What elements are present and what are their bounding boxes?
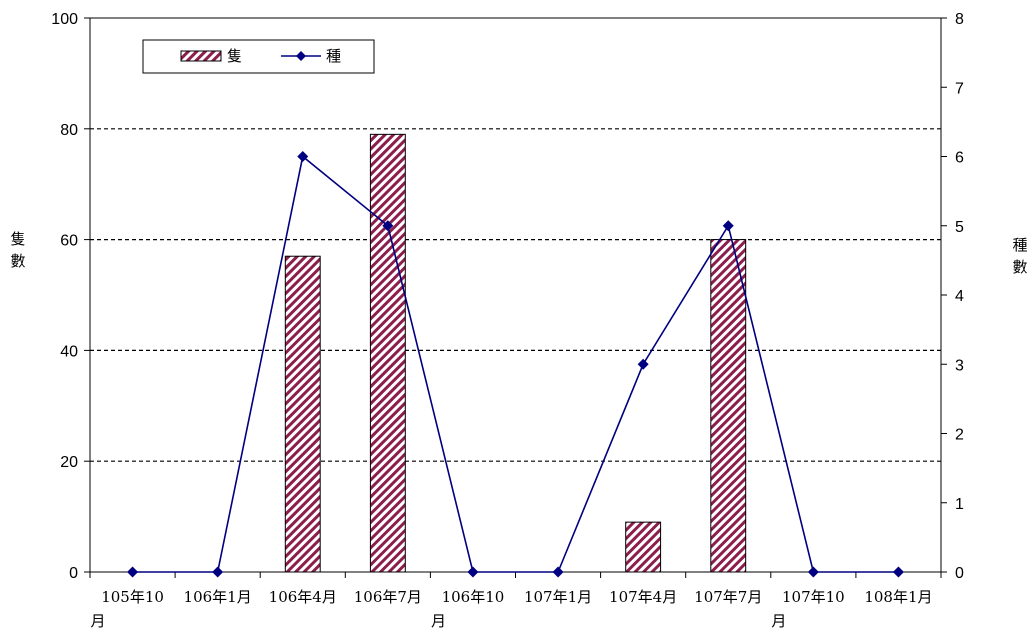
y-tick-label: 20 xyxy=(60,454,78,471)
line-series xyxy=(127,151,904,578)
bar-series xyxy=(284,133,747,573)
y-tick-label: 60 xyxy=(60,233,78,250)
line-point xyxy=(552,566,564,578)
x-tick-label: 106年1月 xyxy=(184,588,252,606)
legend-bar-label: 隻 xyxy=(227,47,242,65)
legend-line-label: 種 xyxy=(326,47,341,65)
y-tick-label: 100 xyxy=(51,11,78,28)
x-tick-label: 106年4月 xyxy=(269,588,337,606)
x-tick-label: 月 xyxy=(91,612,106,630)
line-point xyxy=(467,566,479,578)
line-point xyxy=(382,220,394,232)
x-tick-label: 105年10 xyxy=(101,588,164,606)
line-point xyxy=(637,358,649,370)
y-tick-label: 40 xyxy=(60,343,78,360)
y2-tick-label: 2 xyxy=(955,427,964,444)
line-point xyxy=(722,220,734,232)
y2-tick-label: 4 xyxy=(955,288,964,305)
y2-tick-label: 3 xyxy=(955,357,964,374)
y2-tick-label: 0 xyxy=(955,565,964,582)
x-tick-label: 107年7月 xyxy=(694,588,762,606)
line-point xyxy=(297,151,309,162)
x-tick-label: 107年1月 xyxy=(524,588,592,606)
line-series-path xyxy=(132,155,899,573)
x-tick-label: 106年7月 xyxy=(354,588,422,606)
y2-tick-label: 6 xyxy=(955,150,964,167)
x-tick-label: 107年10 xyxy=(782,588,845,606)
y-tick-label: 0 xyxy=(69,565,78,582)
plot-frame xyxy=(89,17,942,573)
legend-line-marker xyxy=(296,51,306,61)
x-tick-label: 106年10 xyxy=(442,588,505,606)
legend: 隻種 xyxy=(142,39,375,74)
gridlines xyxy=(90,128,941,462)
y-tick-label: 80 xyxy=(60,122,78,139)
y2-tick-label: 5 xyxy=(955,219,964,236)
x-tick-label: 108年1月 xyxy=(864,588,932,606)
x-tick-label: 月 xyxy=(431,612,446,630)
bar xyxy=(710,239,747,573)
y2-tick-label: 7 xyxy=(955,80,964,97)
legend-bar-swatch xyxy=(180,50,222,62)
x-tick-label: 107年4月 xyxy=(609,588,677,606)
line-point xyxy=(892,566,904,578)
bar xyxy=(625,521,662,573)
y2-tick-label: 1 xyxy=(955,496,964,513)
bar xyxy=(284,255,321,573)
y2-axis-title: 種數 xyxy=(1012,236,1027,276)
line-point xyxy=(807,566,819,578)
line-point xyxy=(127,566,139,578)
line-point xyxy=(212,566,224,578)
y2-tick-label: 8 xyxy=(955,11,964,28)
x-tick-label: 月 xyxy=(771,612,786,630)
axes: 0 20 40 60 80 100 0 1 2 3 4 5 6 7 8 105年10 月 106年1月 106年4月… xyxy=(10,11,1027,630)
y-axis-title: 隻數 xyxy=(10,230,25,270)
bar xyxy=(369,133,406,573)
